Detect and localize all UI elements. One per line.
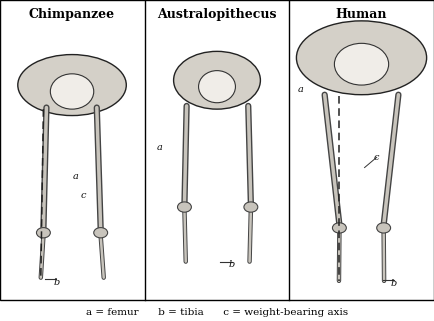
Text: a: a [73,172,79,181]
Circle shape [94,228,108,238]
Ellipse shape [50,74,94,109]
Circle shape [377,223,391,233]
Circle shape [332,223,346,233]
Text: c: c [81,191,86,200]
Text: c: c [374,153,379,162]
Ellipse shape [18,55,126,116]
Text: b: b [229,260,235,269]
Text: a = femur      b = tibia      c = weight-bearing axis: a = femur b = tibia c = weight-bearing a… [86,308,348,317]
Text: Australopithecus: Australopithecus [157,8,277,21]
Ellipse shape [296,21,427,95]
Text: b: b [53,278,59,287]
Ellipse shape [199,71,235,103]
Circle shape [244,202,258,212]
Ellipse shape [334,43,389,85]
Text: a: a [157,143,163,152]
Circle shape [178,202,191,212]
Ellipse shape [174,51,260,109]
Text: Human: Human [336,8,387,21]
Circle shape [36,228,50,238]
Text: a: a [297,85,303,94]
Text: b: b [391,279,397,288]
Text: Chimpanzee: Chimpanzee [29,8,115,21]
